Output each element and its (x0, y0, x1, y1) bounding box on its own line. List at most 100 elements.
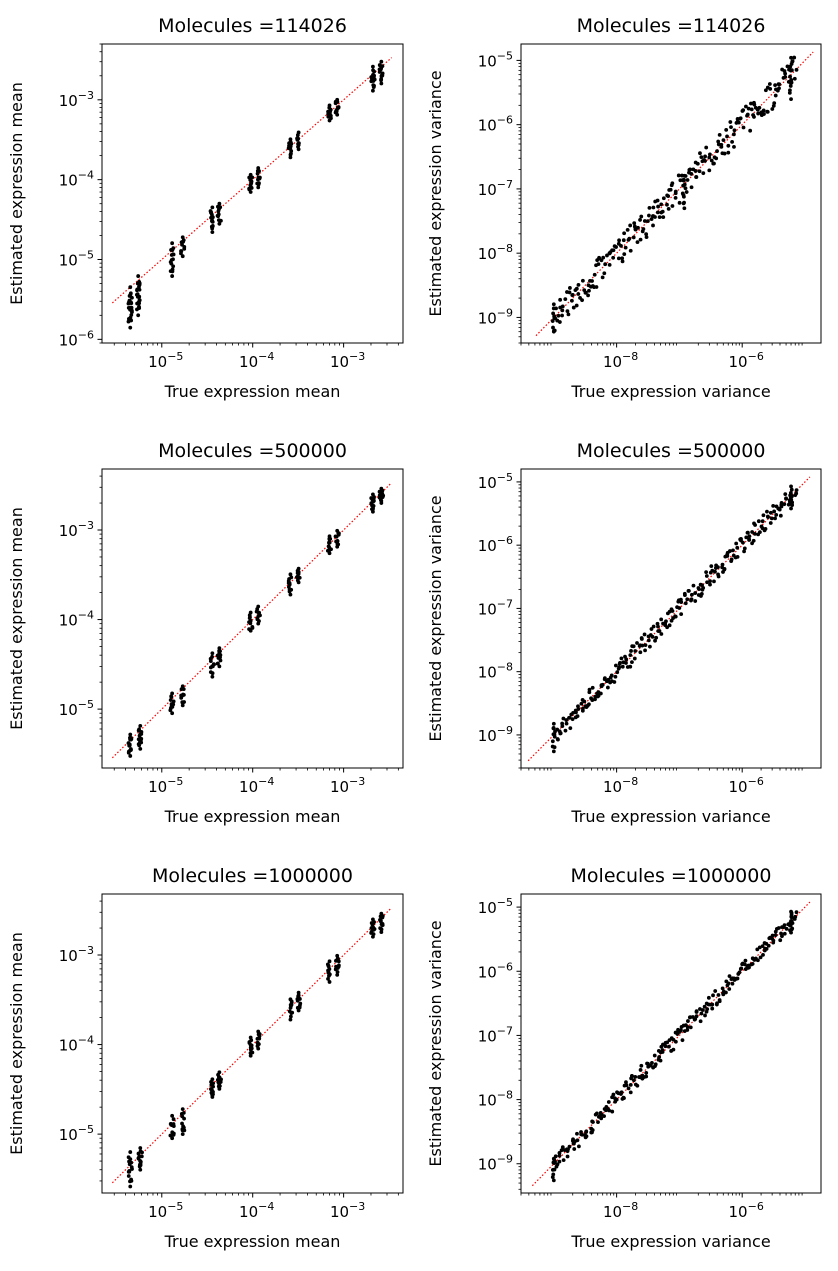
data-point (171, 1117, 176, 1122)
data-point (558, 297, 563, 302)
data-point (727, 974, 732, 979)
data-point (552, 328, 556, 333)
data-point (256, 166, 261, 170)
data-point (551, 1178, 556, 1183)
axes-frame (520, 43, 822, 344)
data-point (379, 911, 384, 916)
data-point (614, 245, 618, 249)
data-point (217, 221, 222, 226)
data-point (136, 1156, 141, 1161)
data-point (210, 224, 215, 228)
data-point (379, 486, 384, 491)
data-point (170, 1136, 175, 1141)
data-point (653, 1064, 657, 1069)
data-point (649, 627, 654, 631)
data-point (680, 191, 685, 196)
data-point (766, 515, 770, 519)
data-point (327, 534, 332, 539)
y-tick-label: 10−5 (478, 896, 513, 917)
data-point (139, 736, 144, 741)
data-point (171, 252, 176, 257)
data-point (551, 311, 556, 316)
y-tick-label: 10−9 (478, 306, 513, 327)
data-point (659, 617, 664, 622)
data-point (635, 240, 640, 245)
data-point (128, 291, 133, 296)
data-point (688, 1025, 693, 1030)
y-tick-label: 10−8 (478, 661, 513, 682)
data-point (790, 921, 795, 925)
data-point (727, 987, 732, 991)
data-point (684, 190, 689, 194)
x-tick-label: 10−3 (330, 775, 365, 796)
data-point (670, 609, 675, 613)
data-point (180, 684, 185, 689)
data-point (725, 134, 729, 139)
data-point (752, 531, 757, 536)
data-point (750, 961, 755, 966)
data-point (170, 269, 175, 274)
data-point (171, 246, 176, 251)
data-point (377, 67, 382, 72)
data-point (765, 509, 769, 514)
data-point (613, 663, 618, 668)
data-point (602, 1114, 606, 1119)
data-point (756, 519, 761, 524)
y-tick-label: 10−5 (59, 1123, 94, 1144)
x-axis-label: True expression mean (164, 1232, 341, 1251)
data-point (570, 717, 575, 722)
data-point (767, 82, 772, 86)
data-point (137, 305, 141, 310)
data-point (632, 656, 637, 661)
data-point (716, 993, 721, 997)
data-point (789, 55, 793, 60)
data-point (334, 964, 338, 969)
data-point (722, 566, 727, 571)
data-point (644, 1071, 649, 1075)
data-point (137, 287, 142, 292)
data-point (138, 746, 143, 751)
data-point (642, 219, 647, 223)
data-point (697, 587, 701, 592)
data-point (551, 749, 556, 754)
data-point (769, 516, 774, 521)
data-point (584, 1130, 589, 1134)
data-point (139, 1154, 144, 1159)
data-point (567, 1144, 572, 1149)
data-point (741, 108, 746, 113)
data-point (774, 512, 779, 517)
data-point (676, 599, 681, 604)
data-point (135, 295, 140, 299)
data-point (129, 305, 134, 310)
data-point (682, 591, 687, 596)
data-point (596, 262, 601, 266)
x-tick-label: 10−5 (148, 350, 183, 371)
data-point (605, 685, 610, 690)
data-point (335, 528, 340, 533)
data-point (611, 248, 616, 253)
data-point (286, 585, 291, 589)
data-point (750, 541, 754, 546)
data-point (708, 579, 712, 584)
data-point (613, 674, 618, 679)
data-point (590, 685, 595, 690)
data-point (377, 63, 382, 67)
data-point (647, 205, 652, 210)
y-axis-label: Estimated expression mean (7, 507, 26, 730)
data-point (782, 923, 787, 928)
data-point (750, 530, 755, 534)
data-point (712, 161, 716, 166)
data-point (651, 223, 655, 228)
data-point (741, 125, 746, 130)
y-tick-label: 10−8 (478, 242, 513, 263)
data-point (758, 530, 762, 535)
data-point (554, 1164, 559, 1169)
data-point (379, 501, 384, 505)
data-point (639, 1063, 644, 1068)
data-point (210, 219, 215, 224)
data-point (296, 147, 301, 152)
data-point (209, 1082, 214, 1087)
data-point (789, 487, 794, 492)
data-point (773, 93, 778, 98)
data-point (126, 1155, 131, 1160)
